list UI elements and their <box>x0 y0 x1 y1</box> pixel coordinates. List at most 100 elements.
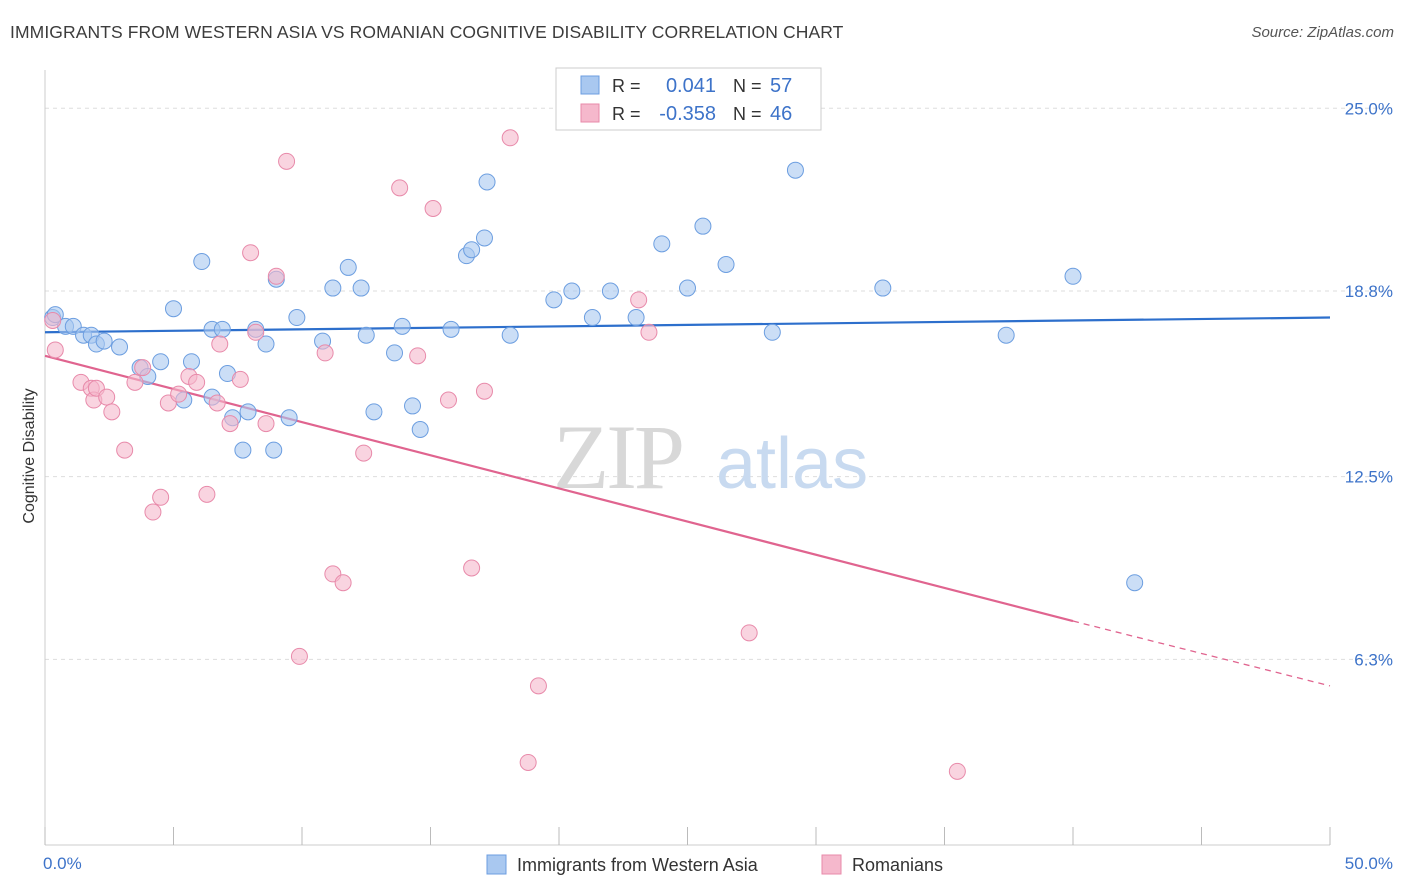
point-blue-31 <box>339 258 357 276</box>
point-blue-33 <box>357 326 375 344</box>
point-pink-17 <box>198 485 216 503</box>
point-pink-18 <box>208 394 226 412</box>
point-blue-21 <box>239 403 257 421</box>
point-pink-42 <box>640 323 658 341</box>
point-blue-12 <box>165 300 182 318</box>
point-blue-46 <box>563 282 581 300</box>
point-pink-31 <box>355 444 373 462</box>
bottom-legend-label-blue: Immigrants from Western Asia <box>517 855 759 875</box>
axes <box>44 70 1331 846</box>
point-blue-47 <box>583 309 601 327</box>
point-blue-52 <box>694 217 712 235</box>
point-pink-39 <box>519 753 537 771</box>
point-blue-48 <box>601 282 619 300</box>
point-blue-15 <box>193 253 211 271</box>
x-tick-label-0: 0.0% <box>43 854 82 873</box>
point-pink-27 <box>290 647 308 665</box>
point-blue-14 <box>182 353 200 371</box>
point-pink-20 <box>221 415 239 433</box>
trend-extension-pink <box>1072 620 1331 687</box>
point-pink-11 <box>144 503 162 521</box>
point-blue-53 <box>717 255 735 273</box>
point-pink-43 <box>740 624 758 642</box>
point-pink-0 <box>44 311 62 329</box>
stats-legend-swatch-blue <box>580 75 600 95</box>
point-pink-10 <box>134 359 152 377</box>
point-pink-36 <box>463 559 481 577</box>
point-blue-27 <box>265 441 283 459</box>
point-blue-56 <box>874 279 892 297</box>
grid-lines <box>45 107 1392 660</box>
point-blue-23 <box>257 335 275 353</box>
x-tick-labels: 0.0% 50.0% <box>43 854 1393 873</box>
point-pink-26 <box>278 152 296 170</box>
point-blue-25 <box>280 409 298 427</box>
bottom-legend: Immigrants from Western Asia Romanians <box>486 854 943 875</box>
point-pink-25 <box>267 267 285 285</box>
point-blue-37 <box>404 397 422 415</box>
point-pink-24 <box>257 415 275 433</box>
point-blue-39 <box>442 320 460 338</box>
point-blue-51 <box>679 279 696 297</box>
y-tick-label-0: 6.3% <box>1354 650 1393 669</box>
point-blue-43 <box>478 173 496 191</box>
point-pink-16 <box>188 373 206 391</box>
bottom-legend-swatch-pink <box>821 854 842 875</box>
point-pink-41 <box>630 291 648 309</box>
stats-legend-swatch-pink <box>580 103 600 123</box>
point-pink-35 <box>439 391 457 409</box>
point-pink-30 <box>334 574 352 592</box>
point-blue-54 <box>763 323 781 341</box>
point-blue-41 <box>463 241 481 259</box>
trend-line-pink <box>44 354 1074 623</box>
stats-n-value-blue: 57 <box>770 75 792 97</box>
stats-n-label-blue: N = <box>733 76 762 96</box>
point-pink-44 <box>948 762 966 780</box>
point-blue-36 <box>393 317 411 335</box>
stats-r-value-pink: -0.358 <box>659 103 716 125</box>
data-points <box>44 129 1144 780</box>
y-tick-label-1: 12.5% <box>1345 468 1393 487</box>
point-pink-38 <box>501 129 519 147</box>
source-credit: Source: ZipAtlas.com <box>1251 24 1394 41</box>
y-tick-label-2: 18.8% <box>1345 282 1393 301</box>
point-blue-45 <box>545 291 563 309</box>
point-blue-49 <box>627 309 645 327</box>
stats-legend: R = 0.041 N = 57 R = -0.358 N = 46 <box>555 67 822 131</box>
stats-n-label-pink: N = <box>733 104 762 124</box>
point-blue-58 <box>1064 267 1082 285</box>
point-pink-6 <box>98 388 116 406</box>
point-blue-7 <box>95 332 113 350</box>
point-blue-50 <box>653 235 671 253</box>
bottom-legend-label-pink: Romanians <box>852 855 943 875</box>
point-blue-55 <box>786 161 804 179</box>
point-pink-21 <box>231 370 249 388</box>
point-blue-26 <box>234 441 252 459</box>
x-tick-label-1: 50.0% <box>1345 854 1393 873</box>
point-blue-59 <box>1126 574 1144 592</box>
point-pink-37 <box>475 382 493 400</box>
trend-line-blue <box>44 316 1331 334</box>
point-pink-7 <box>103 403 121 421</box>
stats-n-value-pink: 46 <box>770 103 792 125</box>
y-axis-label: Cognitive Disability <box>21 388 38 523</box>
point-blue-44 <box>501 326 519 344</box>
stats-r-label-pink: R = <box>612 104 641 124</box>
point-pink-33 <box>409 347 427 365</box>
point-pink-12 <box>152 488 170 506</box>
point-pink-1 <box>46 341 64 359</box>
point-pink-19 <box>211 335 229 353</box>
point-blue-35 <box>386 344 404 362</box>
stats-r-value-blue: 0.041 <box>666 75 716 97</box>
point-blue-28 <box>288 309 306 327</box>
point-pink-32 <box>391 179 409 197</box>
point-pink-22 <box>242 244 260 262</box>
point-pink-9 <box>126 373 144 391</box>
point-pink-40 <box>529 677 547 695</box>
chart-title: IMMIGRANTS FROM WESTERN ASIA VS ROMANIAN… <box>10 22 844 42</box>
point-pink-34 <box>424 199 442 217</box>
y-tick-label-3: 25.0% <box>1345 99 1393 118</box>
watermark-atlas: atlas <box>716 424 868 504</box>
point-blue-8 <box>111 338 129 356</box>
